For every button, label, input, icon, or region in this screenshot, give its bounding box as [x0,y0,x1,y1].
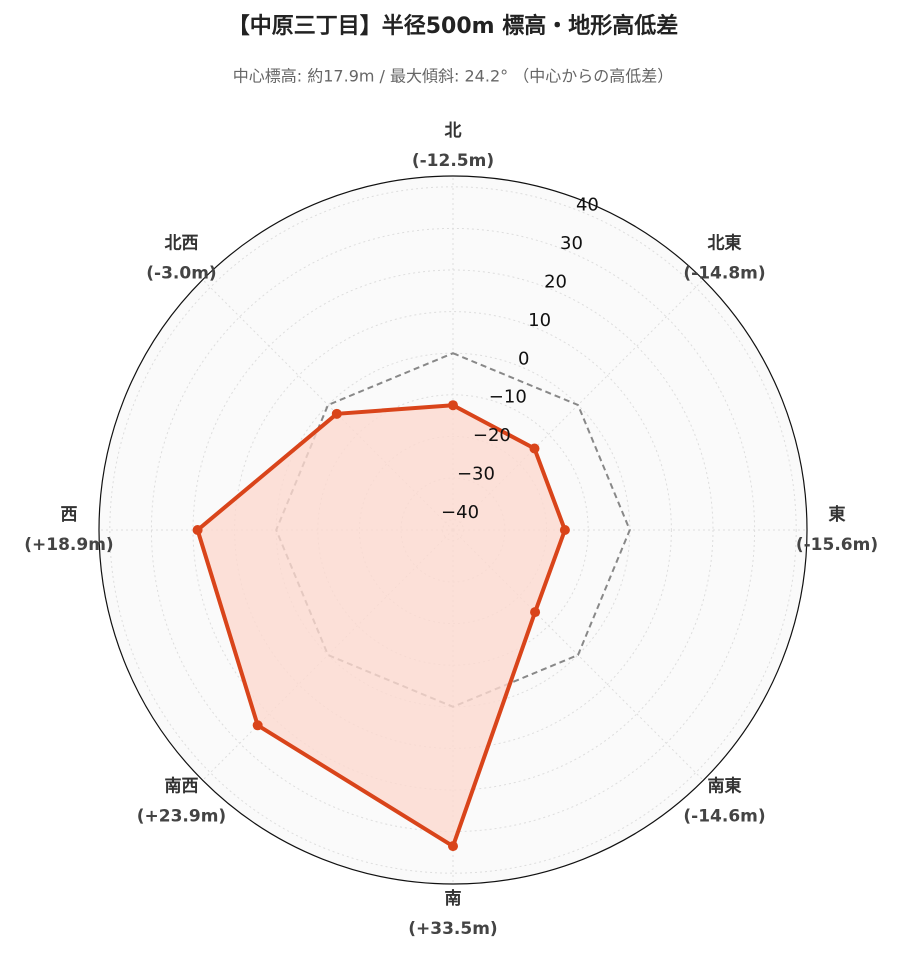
r-tick-label: −20 [473,425,511,446]
category-label: 南西 [164,776,198,797]
r-tick-label: 10 [528,310,551,331]
r-tick-label: 40 [576,195,599,216]
data-point [448,841,458,852]
value-label: (+23.9m) [137,807,226,827]
data-point [192,525,203,535]
r-tick-label: −40 [441,502,479,523]
value-label: (-14.8m) [683,263,765,283]
category-label: 南 [445,888,462,909]
value-label: (-15.6m) [796,535,878,555]
data-area [197,405,565,847]
category-label: 北西 [164,233,198,253]
category-label: 北東 [708,232,742,253]
chart-title: 【中原三丁目】半径500m 標高・地形高低差 [228,13,679,39]
r-tick-label: −30 [457,464,495,485]
category-label: 南東 [708,776,742,797]
grid-spoke [202,279,454,531]
value-label: (+18.9m) [24,535,113,555]
grid-circle [109,186,797,874]
data-point [331,408,342,419]
plot-border [98,175,808,885]
r-tick-label: 20 [544,271,567,292]
data-point [559,525,570,535]
category-label: 東 [829,504,846,525]
data-point [252,720,263,731]
value-label: (+33.5m) [408,919,497,939]
r-tick-label: 30 [560,233,583,254]
data-point [448,400,458,411]
value-label: (-3.0m) [146,263,216,283]
value-label: (-14.6m) [683,807,765,827]
category-label: 西 [61,505,78,525]
data-point [530,607,541,618]
category-label: 北 [445,121,462,141]
value-label: (-12.5m) [412,151,494,171]
chart-subtitle: 中心標高: 約17.9m / 最大傾斜: 24.2° （中心からの高低差） [233,67,673,86]
r-tick-label: −10 [489,387,527,408]
r-tick-label: 0 [518,348,529,369]
data-point [529,443,540,454]
